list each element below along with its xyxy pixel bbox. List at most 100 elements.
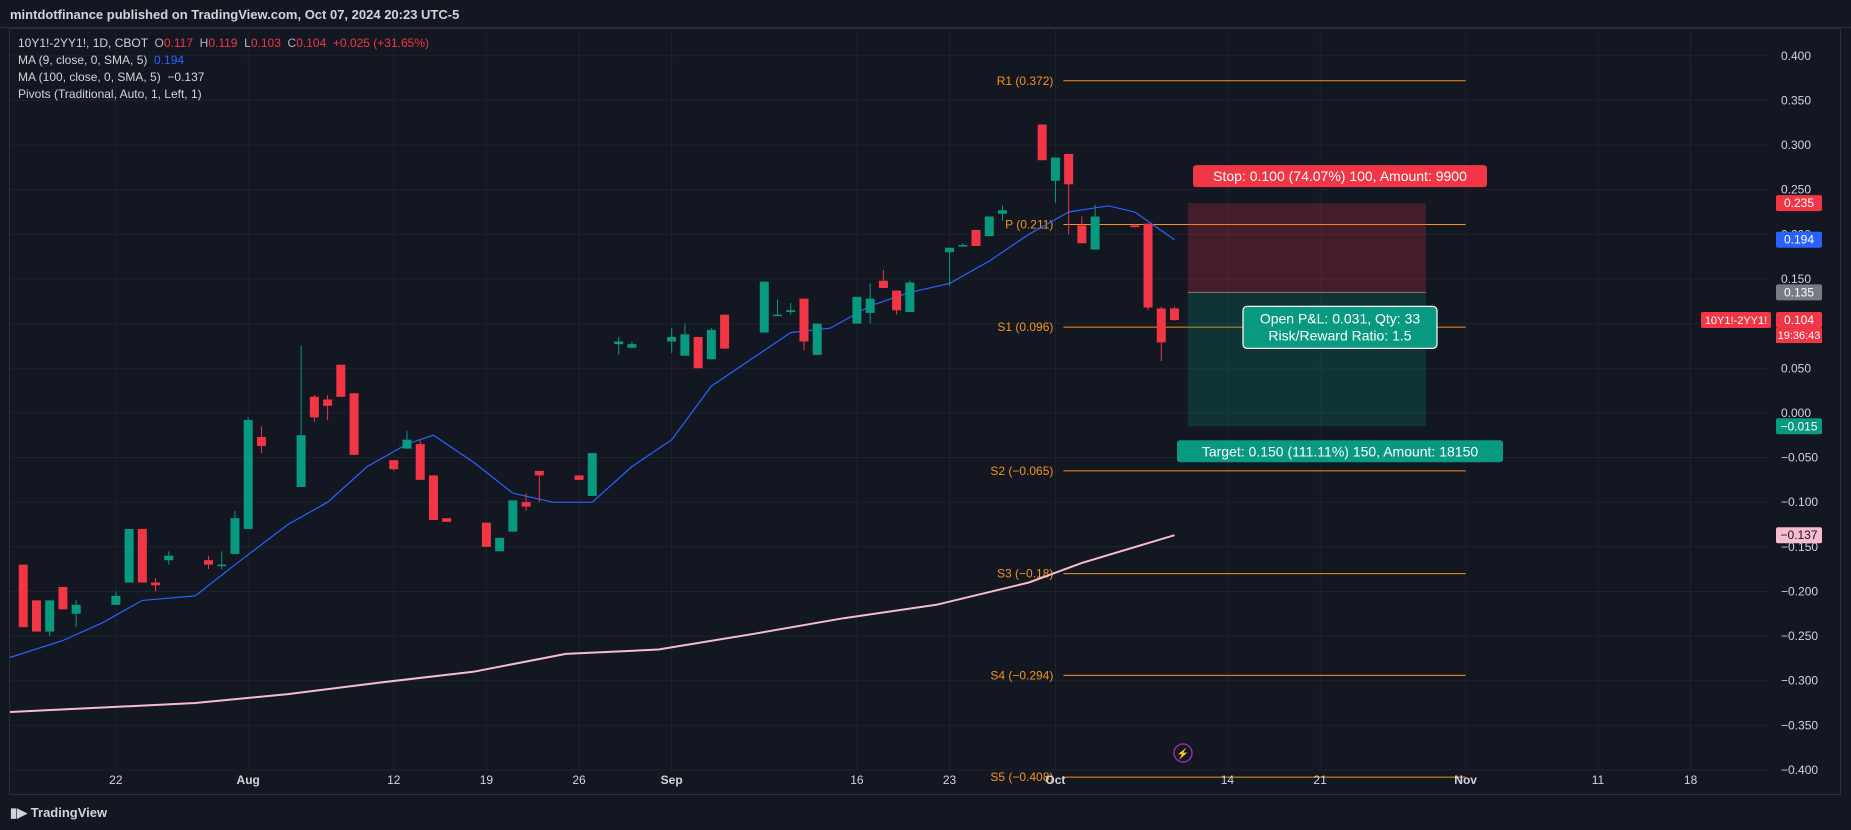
- candle[interactable]: [1156, 306, 1166, 362]
- candle[interactable]: [296, 345, 306, 487]
- candle[interactable]: [1130, 223, 1140, 228]
- legend-ma9-label: MA (9, close, 0, SMA, 5): [18, 53, 148, 67]
- candle[interactable]: [495, 537, 505, 552]
- candle[interactable]: [203, 555, 213, 570]
- candle[interactable]: [164, 551, 174, 565]
- candle[interactable]: [1143, 223, 1153, 311]
- candle[interactable]: [521, 493, 531, 512]
- candle[interactable]: [71, 600, 81, 628]
- candle[interactable]: [878, 270, 888, 288]
- candle[interactable]: [1050, 157, 1060, 204]
- candle[interactable]: [1170, 306, 1180, 321]
- legend-symbol-row[interactable]: 10Y1!-2YY1!, 1D, CBOT O0.117 H0.119 L0.1…: [18, 35, 429, 52]
- candle-body: [58, 586, 68, 610]
- y-tick-label: 0.000: [1781, 406, 1811, 420]
- candle[interactable]: [773, 299, 783, 317]
- candle[interactable]: [45, 600, 55, 637]
- candle[interactable]: [905, 280, 915, 313]
- candle[interactable]: [706, 328, 716, 360]
- legend-pivots-row[interactable]: Pivots (Traditional, Auto, 1, Left, 1): [18, 86, 429, 103]
- candle[interactable]: [309, 395, 319, 422]
- candle[interactable]: [230, 511, 240, 554]
- countdown-box: [1776, 328, 1822, 344]
- pivot-label: S3 (−0.18): [997, 567, 1053, 581]
- x-tick-label: 18: [1684, 773, 1698, 787]
- candle-body: [574, 475, 584, 480]
- candle-body: [865, 298, 875, 313]
- candle[interactable]: [111, 591, 121, 605]
- pivot-label: P (0.211): [1005, 218, 1053, 232]
- x-tick-label: 19: [480, 773, 494, 787]
- candle-body: [495, 537, 505, 552]
- candle[interactable]: [984, 216, 994, 237]
- price-axis[interactable]: 0.4000.3500.3000.2500.2000.1500.1000.050…: [1781, 49, 1818, 777]
- y-tick-label: −0.200: [1781, 584, 1818, 598]
- y-tick-label: −0.050: [1781, 451, 1818, 465]
- candle[interactable]: [759, 281, 769, 333]
- candle-body: [958, 245, 968, 247]
- candlesticks[interactable]: [18, 124, 1180, 637]
- candle[interactable]: [58, 586, 68, 610]
- candle[interactable]: [852, 296, 862, 324]
- candle[interactable]: [587, 453, 597, 496]
- candle[interactable]: [1064, 153, 1074, 235]
- candle[interactable]: [415, 439, 425, 480]
- candle[interactable]: [508, 500, 518, 532]
- candle[interactable]: [1077, 216, 1087, 244]
- candle[interactable]: [137, 528, 147, 583]
- candle-body: [905, 282, 915, 313]
- risk-reward-label: Risk/Reward Ratio: 1.5: [1268, 327, 1411, 343]
- legend-ma9-row[interactable]: MA (9, close, 0, SMA, 5) 0.194: [18, 52, 429, 69]
- legend-low: 0.103: [250, 36, 281, 50]
- candle[interactable]: [323, 395, 333, 421]
- candle[interactable]: [402, 430, 412, 449]
- candle[interactable]: [18, 564, 28, 628]
- candle[interactable]: [256, 426, 266, 454]
- candle[interactable]: [786, 303, 796, 315]
- candle[interactable]: [614, 337, 624, 355]
- candle[interactable]: [627, 341, 637, 349]
- candle[interactable]: [812, 323, 822, 355]
- candle[interactable]: [799, 298, 809, 351]
- candle[interactable]: [349, 393, 359, 455]
- short-position-tool[interactable]: Stop: 0.100 (74.07%) 100, Amount: 9900 Ta…: [1177, 165, 1503, 463]
- candle[interactable]: [124, 528, 134, 583]
- time-axis[interactable]: 22 Aug 12 19 26 Sep 16 23 Oct 14 21 Nov 11 18: [109, 773, 1697, 787]
- candle-body: [878, 280, 888, 288]
- candle[interactable]: [574, 475, 584, 480]
- pivot-label: S2 (−0.065): [990, 464, 1053, 478]
- event-marker-icon[interactable]: [1173, 743, 1193, 763]
- candle[interactable]: [971, 229, 981, 246]
- ma9-path: [9, 205, 1175, 659]
- pnl-box[interactable]: [1242, 305, 1438, 349]
- candle[interactable]: [151, 578, 161, 592]
- candle[interactable]: [667, 328, 677, 354]
- candle[interactable]: [217, 551, 227, 570]
- candle[interactable]: [693, 337, 703, 369]
- candle[interactable]: [481, 522, 491, 547]
- candle[interactable]: [680, 323, 690, 356]
- tradingview-logo[interactable]: ▮▶ TradingView: [10, 805, 107, 821]
- candle[interactable]: [389, 460, 399, 471]
- candle[interactable]: [534, 470, 544, 503]
- candle[interactable]: [31, 600, 41, 632]
- candle[interactable]: [336, 364, 346, 397]
- countdown-label: 19:36:43: [1778, 330, 1821, 342]
- candle[interactable]: [243, 417, 253, 529]
- candle[interactable]: [865, 283, 875, 324]
- candle[interactable]: [958, 243, 968, 247]
- legend-pivots-label: Pivots (Traditional, Auto, 1, Left, 1): [18, 87, 202, 101]
- candle[interactable]: [442, 518, 452, 522]
- candle[interactable]: [892, 290, 902, 315]
- candle[interactable]: [1037, 124, 1047, 161]
- candle[interactable]: [1090, 204, 1100, 250]
- legend-ma100-row[interactable]: MA (100, close, 0, SMA, 5) −0.137: [18, 69, 429, 86]
- candle[interactable]: [997, 205, 1007, 221]
- candle[interactable]: [945, 247, 955, 287]
- legend-h-label: H: [199, 36, 209, 50]
- stop-zone[interactable]: [1187, 203, 1426, 293]
- price-chart[interactable]: R1 (0.372) P (0.211) S1 (0.096) S2 (−0.065)…: [0, 0, 1851, 795]
- candle[interactable]: [428, 475, 438, 521]
- y-tick-label: 0.350: [1781, 93, 1811, 107]
- candle[interactable]: [720, 314, 730, 349]
